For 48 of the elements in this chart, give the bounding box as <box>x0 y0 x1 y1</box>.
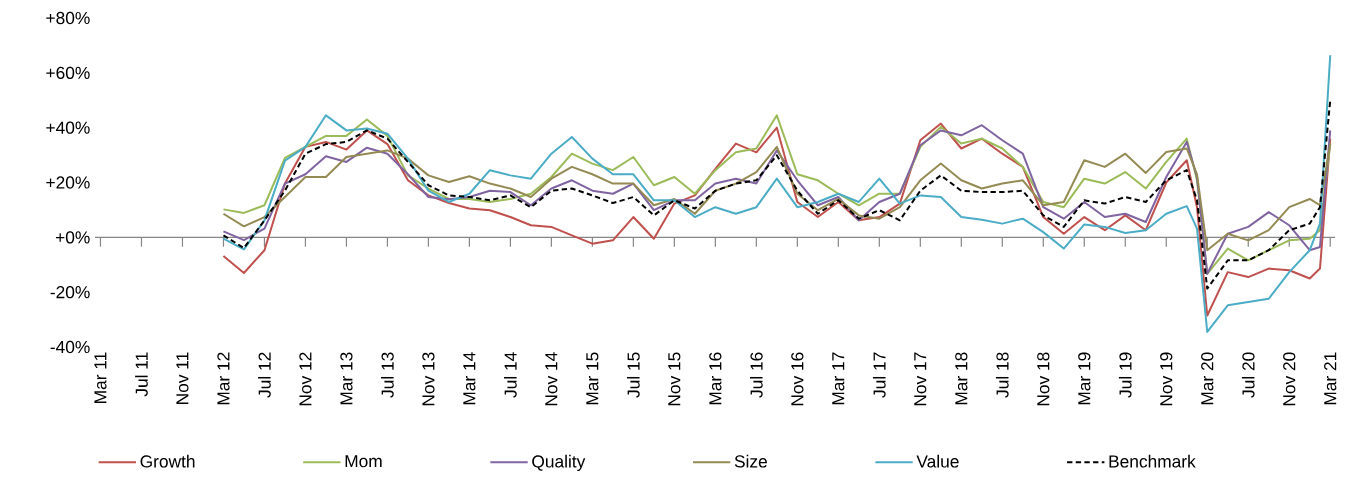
x-tick-label: Nov 19 <box>1160 352 1173 406</box>
x-tick-label: Jul 19 <box>1118 352 1132 398</box>
y-tick-label: -40% <box>50 340 90 354</box>
x-tick-label: Mar 16 <box>709 352 722 405</box>
x-tick-label: Jul 11 <box>135 352 148 397</box>
line-series <box>222 54 1332 333</box>
x-tick-label: Nov 18 <box>1037 352 1050 406</box>
x-tick-label: Jul 14 <box>504 352 517 398</box>
x-tick-label: Mar 18 <box>955 352 968 405</box>
line-series <box>222 122 1332 317</box>
legend-label: Growth <box>140 454 195 468</box>
x-tick-label: Mar 14 <box>463 352 476 405</box>
y-tick-label: +40% <box>46 121 90 134</box>
x-tick-label: Nov 16 <box>791 352 804 406</box>
x-tick-label: Nov 17 <box>914 352 927 406</box>
y-tick-label: -20% <box>50 286 90 299</box>
y-tick-label: +0% <box>55 231 90 244</box>
x-tick-label: Nov 15 <box>668 352 681 406</box>
x-tick-label: Jul 17 <box>872 352 886 398</box>
x-tick-label: Nov 12 <box>299 352 312 406</box>
x-tick-label: Mar 15 <box>586 352 599 405</box>
x-tick-label: Nov 14 <box>545 352 558 406</box>
x-tick-label: Jul 15 <box>626 352 640 398</box>
x-tick-label: Mar 20 <box>1201 352 1214 405</box>
x-tick-label: Nov 20 <box>1283 352 1296 406</box>
x-tick-label: Jul 16 <box>749 352 763 398</box>
x-tick-label: Jul 13 <box>381 352 394 398</box>
y-tick-label: +80% <box>46 11 90 25</box>
x-tick-label: Mar 12 <box>217 352 230 405</box>
legend-label: Mom <box>345 455 382 468</box>
legend-label: Value <box>916 454 959 468</box>
y-tick-label: +20% <box>46 176 90 189</box>
x-tick-label: Mar 13 <box>340 352 353 405</box>
line-series <box>222 99 1332 290</box>
x-tick-label: Mar 17 <box>832 352 845 405</box>
x-tick-label: Mar 21 <box>1324 352 1337 405</box>
x-tick-label: Jul 18 <box>995 352 1009 398</box>
x-tick-label: Jul 20 <box>1241 352 1255 398</box>
legend-label: Size <box>734 454 767 468</box>
x-tick-label: Mar 19 <box>1078 352 1091 405</box>
x-tick-label: Mar 11 <box>94 352 107 403</box>
x-tick-label: Nov 13 <box>422 352 435 406</box>
line-series <box>222 142 1332 252</box>
x-tick-label: Nov 11 <box>176 352 189 404</box>
x-tick-label: Jul 12 <box>258 352 271 398</box>
legend-label: Quality <box>532 454 586 472</box>
y-tick-label: +60% <box>46 66 90 79</box>
legend-label: Benchmark <box>1109 454 1196 468</box>
